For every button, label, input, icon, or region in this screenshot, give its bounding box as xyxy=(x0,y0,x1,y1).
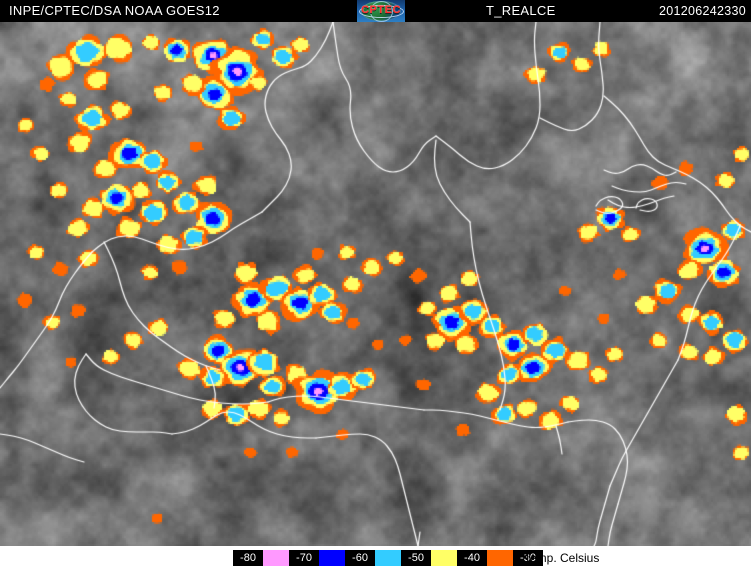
legend-footer: -80 -70 -60 -50 -40 -30 Temp. Celsius xyxy=(0,546,751,568)
cptec-logo-text: CPTEC xyxy=(361,4,401,16)
satellite-image xyxy=(0,22,751,546)
legend-tick-label: -70 xyxy=(289,550,319,566)
cptec-logo: CPTEC xyxy=(357,0,405,22)
legend-tick-label: -60 xyxy=(345,550,375,566)
legend-tick-label: -40 xyxy=(457,550,487,566)
legend-tick-label: -30 xyxy=(513,550,543,566)
globe-meridian-icon xyxy=(370,1,393,22)
legend-swatch xyxy=(263,550,289,566)
legend-swatch xyxy=(375,550,401,566)
satellite-image-panel xyxy=(0,22,751,546)
product-label: T_REALCE xyxy=(486,3,556,18)
legend-tick-label: -50 xyxy=(401,550,431,566)
source-label: INPE/CPTEC/DSA NOAA GOES12 xyxy=(9,3,220,18)
legend-units-label: Temp. Celsius xyxy=(524,551,600,565)
legend-swatch xyxy=(431,550,457,566)
timestamp-label: 201206242330 xyxy=(659,4,747,18)
header-bar: INPE/CPTEC/DSA NOAA GOES12 CPTEC T_REALC… xyxy=(0,0,751,22)
legend-swatch xyxy=(487,550,513,566)
legend-tick-label: -80 xyxy=(233,550,263,566)
temperature-colorbar: -80 -70 -60 -50 -40 -30 xyxy=(233,550,543,566)
legend-swatch xyxy=(319,550,345,566)
